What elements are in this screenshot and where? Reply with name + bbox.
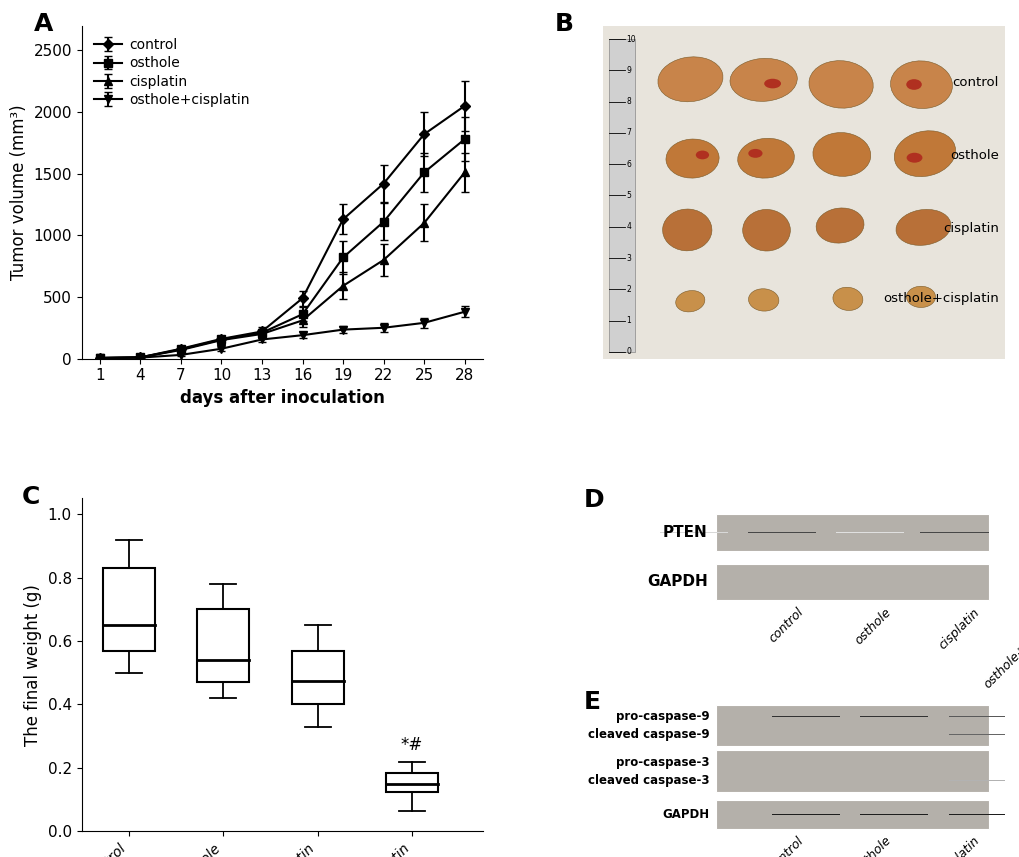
Text: pro-caspase-9: pro-caspase-9 [615,710,709,722]
Text: osthole+cisplatin: osthole+cisplatin [882,292,998,305]
Text: B: B [554,12,574,36]
Bar [715,704,987,746]
Text: cisplatin: cisplatin [935,834,981,857]
Ellipse shape [763,79,781,88]
Text: cisplatin: cisplatin [942,222,998,236]
Ellipse shape [905,79,921,90]
Text: A: A [34,12,53,36]
X-axis label: days after inoculation: days after inoculation [179,389,384,407]
Ellipse shape [730,58,797,101]
Ellipse shape [665,139,718,178]
Text: cleaved caspase-3: cleaved caspase-3 [588,774,709,787]
Text: PTEN: PTEN [662,524,707,540]
Ellipse shape [748,289,779,311]
Text: *#: *# [400,735,423,753]
Text: osthole: osthole [949,149,998,162]
Ellipse shape [833,287,862,310]
Bar [386,773,438,792]
Text: control: control [765,834,805,857]
Text: 6: 6 [626,159,631,169]
Ellipse shape [737,138,794,178]
Text: cleaved caspase-9: cleaved caspase-9 [588,728,709,741]
Text: 7: 7 [626,129,631,137]
Text: osthole: osthole [852,834,894,857]
Bar [197,609,249,682]
Bar [715,800,987,829]
Ellipse shape [808,61,872,108]
Y-axis label: Tumor volume (mm³): Tumor volume (mm³) [10,105,28,280]
Text: osthole+cisplatin: osthole+cisplatin [980,605,1019,692]
Text: 1: 1 [626,316,631,325]
Text: 9: 9 [626,66,631,75]
Bar [291,650,343,704]
Text: control: control [952,75,998,89]
Ellipse shape [812,133,870,177]
Text: 4: 4 [626,222,631,231]
Text: pro-caspase-3: pro-caspase-3 [615,756,709,769]
Ellipse shape [657,57,722,102]
Ellipse shape [675,291,704,312]
Y-axis label: The final weight (g): The final weight (g) [24,584,42,746]
Text: osthole: osthole [852,605,894,647]
Ellipse shape [662,209,711,251]
Text: 0: 0 [626,347,631,357]
Text: C: C [21,485,40,509]
Bar [103,568,155,650]
Ellipse shape [742,209,790,251]
Text: GAPDH: GAPDH [662,808,709,821]
Text: osthole+cisplatin: osthole+cisplatin [980,834,1019,857]
Ellipse shape [748,149,762,158]
Ellipse shape [906,286,934,308]
Ellipse shape [890,61,952,109]
Ellipse shape [906,153,921,163]
Text: 5: 5 [626,191,631,200]
Text: control: control [765,605,805,645]
Bar [715,514,987,551]
Text: 8: 8 [626,97,631,106]
Text: 10: 10 [626,34,635,44]
Bar [715,751,987,792]
Bar [715,564,987,600]
Ellipse shape [895,209,950,245]
Text: GAPDH: GAPDH [646,574,707,590]
Ellipse shape [815,208,863,243]
Bar [608,39,635,352]
Text: D: D [583,488,603,512]
Ellipse shape [894,131,955,177]
Text: 3: 3 [626,254,631,262]
Text: 2: 2 [626,285,631,294]
Text: E: E [583,690,600,714]
Ellipse shape [695,151,708,159]
Text: cisplatin: cisplatin [935,605,981,651]
Legend: control, osthole, cisplatin, osthole+cisplatin: control, osthole, cisplatin, osthole+cis… [89,33,255,112]
